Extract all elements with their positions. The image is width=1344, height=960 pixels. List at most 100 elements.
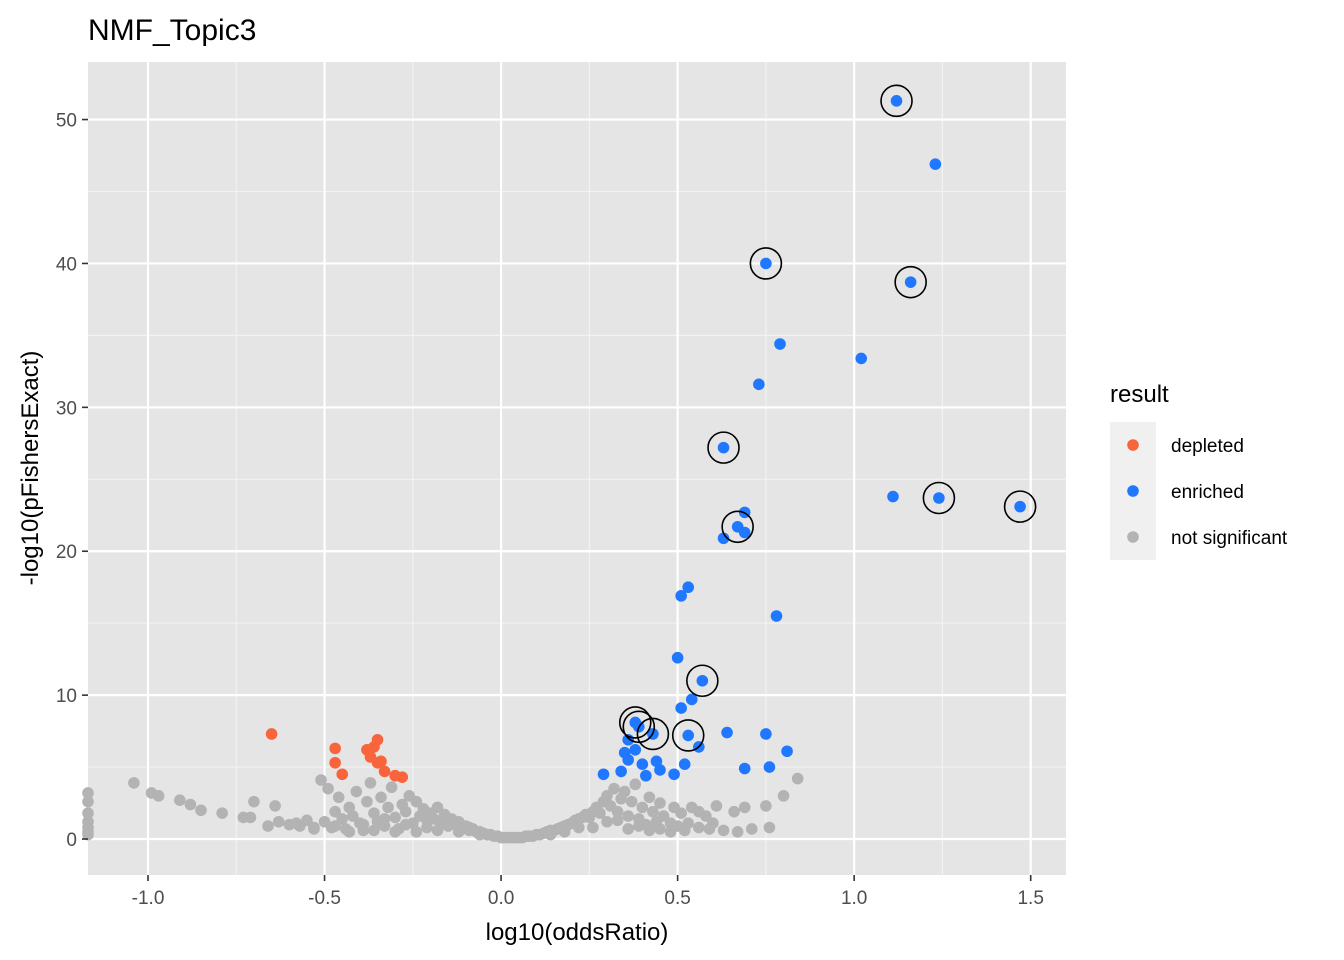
point-not-significant bbox=[442, 817, 454, 829]
point-enriched bbox=[760, 728, 772, 740]
point-not-significant bbox=[654, 823, 666, 835]
point-not-significant bbox=[700, 810, 712, 822]
point-not-significant bbox=[452, 826, 465, 838]
point-not-significant bbox=[410, 826, 423, 838]
point-not-significant bbox=[625, 795, 638, 808]
point-not-significant bbox=[82, 807, 94, 819]
highlight-ring bbox=[894, 265, 927, 299]
point-not-significant bbox=[731, 826, 744, 838]
point-enriched bbox=[682, 729, 695, 742]
point-enriched bbox=[675, 590, 687, 602]
point-enriched bbox=[721, 726, 733, 739]
legend-label: enriched bbox=[1171, 482, 1244, 503]
chart-title: NMF_Topic3 bbox=[88, 14, 256, 47]
point-not-significant bbox=[332, 791, 345, 804]
point-not-significant bbox=[611, 814, 624, 827]
point-enriched bbox=[929, 158, 942, 170]
point-not-significant bbox=[329, 805, 341, 818]
point-not-significant bbox=[777, 790, 790, 802]
point-not-significant bbox=[336, 813, 349, 825]
point-enriched bbox=[753, 378, 765, 391]
x-tick-label: 0.0 bbox=[488, 888, 514, 909]
point-enriched bbox=[738, 762, 751, 775]
point-enriched bbox=[696, 674, 709, 687]
point-not-significant bbox=[421, 814, 433, 827]
point-not-significant bbox=[308, 823, 320, 835]
point-not-significant bbox=[738, 801, 751, 814]
y-tick-label: 40 bbox=[56, 254, 77, 275]
point-enriched bbox=[717, 532, 730, 545]
y-tick-label: 0 bbox=[66, 830, 77, 851]
highlight-ring bbox=[671, 719, 705, 752]
plot-panel bbox=[88, 62, 1066, 875]
point-not-significant bbox=[632, 820, 645, 832]
point-not-significant bbox=[594, 807, 606, 819]
point-enriched bbox=[781, 745, 793, 758]
highlight-ring bbox=[1003, 490, 1037, 523]
point-not-significant bbox=[378, 813, 391, 825]
point-not-significant bbox=[389, 826, 401, 838]
legend-key-enriched bbox=[1127, 485, 1139, 497]
point-not-significant bbox=[375, 791, 387, 804]
point-not-significant bbox=[357, 818, 370, 831]
point-not-significant bbox=[410, 795, 423, 808]
point-not-significant bbox=[315, 774, 327, 786]
point-not-significant bbox=[195, 804, 207, 817]
point-not-significant bbox=[364, 777, 377, 789]
point-enriched bbox=[738, 526, 751, 539]
point-not-significant bbox=[791, 772, 804, 785]
point-not-significant bbox=[385, 781, 398, 794]
point-not-significant bbox=[678, 824, 691, 837]
point-enriched bbox=[640, 769, 652, 782]
point-not-significant bbox=[745, 823, 758, 835]
x-tick-label: 0.5 bbox=[664, 888, 690, 909]
point-not-significant bbox=[347, 810, 359, 822]
y-axis-ticks: 0 10 20 30 40 50 bbox=[56, 111, 88, 851]
highlight-ring bbox=[636, 717, 670, 751]
point-enriched bbox=[675, 702, 687, 714]
point-not-significant bbox=[717, 824, 730, 837]
point-not-significant bbox=[272, 815, 285, 828]
point-not-significant bbox=[664, 826, 677, 838]
point-depleted bbox=[336, 768, 349, 781]
point-not-significant bbox=[544, 828, 557, 841]
point-not-significant bbox=[350, 785, 363, 798]
highlight-ring bbox=[686, 664, 719, 698]
point-not-significant bbox=[703, 823, 716, 835]
point-not-significant bbox=[368, 824, 380, 837]
point-not-significant bbox=[431, 824, 444, 837]
point-not-significant bbox=[361, 795, 373, 808]
point-depleted bbox=[265, 728, 278, 740]
point-not-significant bbox=[629, 778, 642, 791]
point-not-significant bbox=[558, 826, 571, 838]
point-enriched bbox=[682, 581, 695, 594]
point-not-significant bbox=[463, 821, 476, 834]
point-not-significant bbox=[290, 817, 303, 829]
point-depleted bbox=[329, 756, 341, 769]
point-enriched bbox=[685, 693, 698, 706]
highlight-ring bbox=[618, 706, 652, 739]
x-axis-ticks: -1.0 -0.5 0.0 0.5 1.0 1.5 bbox=[132, 875, 1044, 909]
y-tick-label: 50 bbox=[56, 111, 77, 132]
point-not-significant bbox=[173, 794, 186, 806]
point-depleted bbox=[378, 765, 391, 778]
x-tick-label: -0.5 bbox=[308, 888, 341, 909]
highlight-ring bbox=[707, 431, 740, 464]
point-enriched bbox=[668, 768, 680, 781]
point-enriched bbox=[760, 257, 772, 270]
point-enriched bbox=[629, 744, 642, 756]
legend-key-not-significant bbox=[1127, 531, 1139, 543]
point-not-significant bbox=[244, 811, 257, 824]
highlight-ring bbox=[880, 84, 913, 118]
legend-key-depleted bbox=[1127, 439, 1139, 451]
point-enriched bbox=[636, 758, 649, 771]
point-not-significant bbox=[611, 805, 624, 818]
legend: result depleted enriched not significant bbox=[1110, 381, 1288, 560]
point-not-significant bbox=[343, 826, 356, 838]
point-not-significant bbox=[657, 810, 670, 822]
point-enriched bbox=[933, 492, 945, 504]
point-not-significant bbox=[622, 823, 634, 835]
point-enriched bbox=[770, 610, 783, 622]
point-not-significant bbox=[152, 790, 165, 802]
point-not-significant bbox=[647, 805, 659, 818]
